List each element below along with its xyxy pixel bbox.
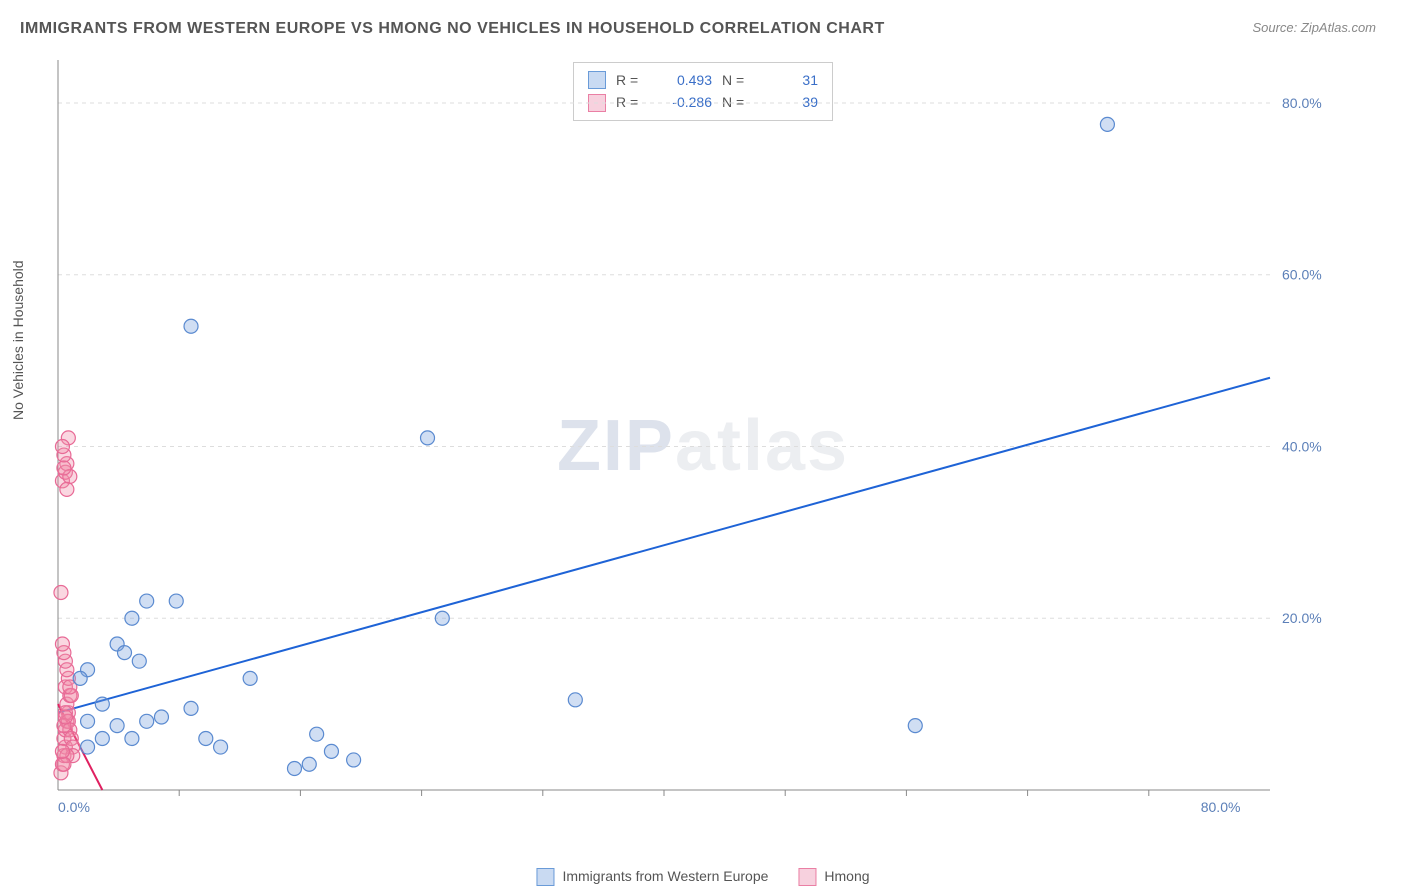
svg-text:20.0%: 20.0% bbox=[1282, 610, 1322, 626]
legend-item-series1: Immigrants from Western Europe bbox=[536, 868, 768, 886]
svg-text:60.0%: 60.0% bbox=[1282, 267, 1322, 283]
bottom-legend: Immigrants from Western Europe Hmong bbox=[536, 868, 869, 886]
legend-item-series2: Hmong bbox=[798, 868, 869, 886]
source-attribution: Source: ZipAtlas.com bbox=[1252, 20, 1376, 35]
legend-swatch-series1 bbox=[536, 868, 554, 886]
svg-text:40.0%: 40.0% bbox=[1282, 438, 1322, 454]
y-axis-label: No Vehicles in Household bbox=[10, 260, 26, 420]
scatter-chart-svg: 20.0% 40.0% 60.0% 80.0% 0.0% 80.0% bbox=[50, 60, 1330, 830]
legend-swatch-series2 bbox=[798, 868, 816, 886]
chart-area: 20.0% 40.0% 60.0% 80.0% 0.0% 80.0% bbox=[50, 60, 1330, 830]
svg-text:0.0%: 0.0% bbox=[58, 799, 90, 815]
svg-text:80.0%: 80.0% bbox=[1282, 95, 1322, 111]
chart-title: IMMIGRANTS FROM WESTERN EUROPE VS HMONG … bbox=[20, 20, 885, 38]
svg-text:80.0%: 80.0% bbox=[1201, 799, 1241, 815]
